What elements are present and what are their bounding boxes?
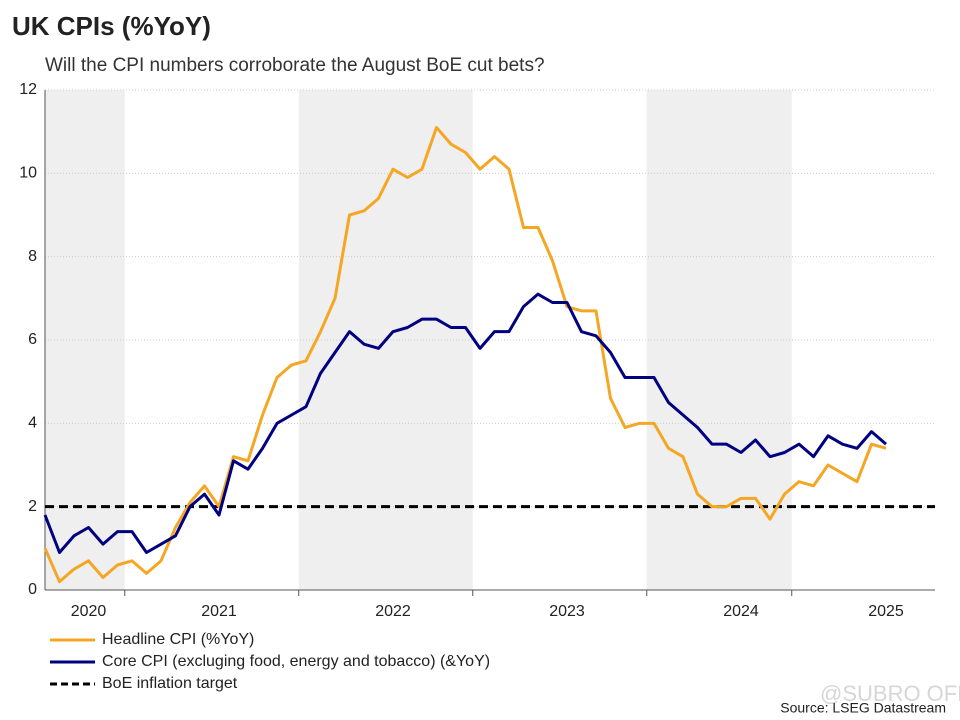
legend-label: Headline CPI (%YoY) [102, 631, 254, 648]
x-tick-label: 2021 [201, 603, 237, 620]
series-line [43, 292, 887, 554]
x-tick-label: 2025 [868, 603, 904, 620]
y-tick-label: 2 [28, 498, 37, 515]
y-tick-label: 4 [28, 415, 37, 432]
series-line [43, 126, 887, 584]
legend-label: Core CPI (excluging food, energy and tob… [102, 653, 490, 670]
y-tick-label: 8 [28, 248, 37, 265]
chart-subtitle: Will the CPI numbers corroborate the Aug… [45, 55, 545, 76]
source-note: Source: LSEG Datastream [780, 700, 946, 716]
year-bands [45, 90, 792, 590]
x-tick-label: 2022 [375, 603, 411, 620]
x-tick-label: 2024 [723, 603, 759, 620]
year-band [646, 90, 792, 590]
y-tick-label: 10 [19, 165, 37, 182]
legend-label: BoE inflation target [102, 675, 238, 692]
x-tick-label: 2023 [549, 603, 585, 620]
y-tick-label: 0 [28, 581, 37, 598]
x-tick-label: 2020 [71, 603, 107, 620]
y-tick-label: 6 [28, 331, 37, 348]
watermark: @SUBRO OFFICIAL [820, 681, 960, 706]
y-tick-label: 12 [19, 81, 37, 98]
chart-title: UK CPIs (%YoY) [12, 11, 211, 41]
